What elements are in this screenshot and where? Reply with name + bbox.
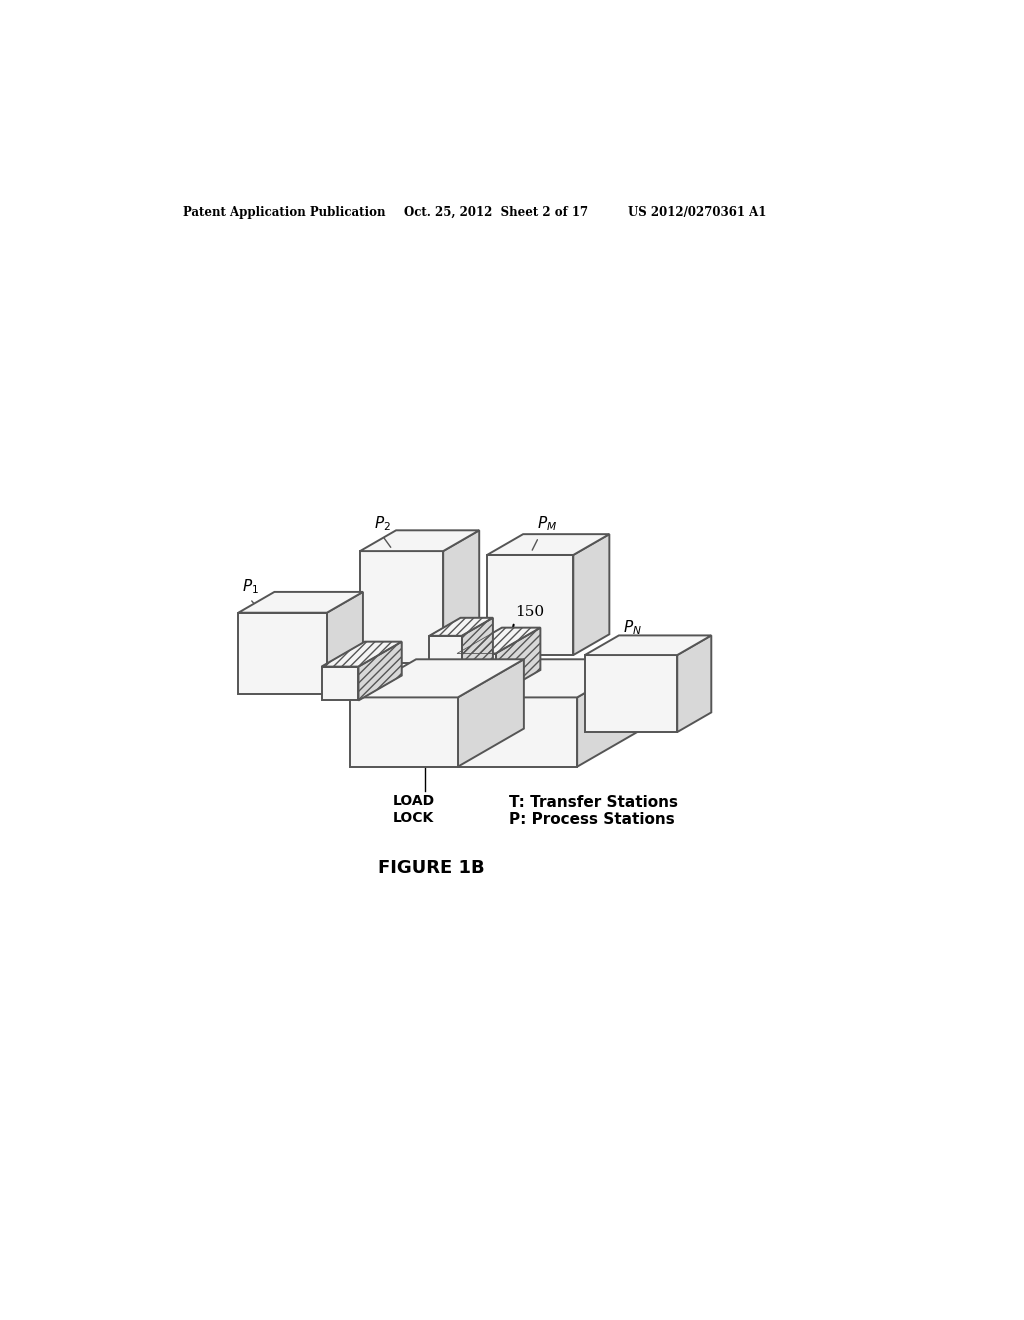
Polygon shape: [239, 591, 362, 612]
Polygon shape: [458, 659, 643, 697]
Polygon shape: [677, 635, 712, 733]
Polygon shape: [573, 535, 609, 655]
Polygon shape: [487, 535, 609, 554]
Polygon shape: [458, 659, 524, 767]
Text: $P_M$: $P_M$: [538, 515, 557, 533]
Polygon shape: [462, 618, 493, 689]
Polygon shape: [239, 612, 327, 693]
Polygon shape: [429, 636, 462, 689]
Polygon shape: [358, 642, 401, 701]
Text: 150: 150: [515, 605, 545, 619]
Text: $T_2$: $T_2$: [437, 653, 453, 669]
Polygon shape: [487, 554, 573, 655]
Text: $P_1$: $P_1$: [243, 577, 259, 595]
Polygon shape: [458, 697, 578, 767]
Polygon shape: [429, 618, 493, 636]
Text: $T_N$: $T_N$: [487, 731, 505, 747]
Text: $T_1$: $T_1$: [370, 726, 385, 742]
Text: US 2012/0270361 A1: US 2012/0270361 A1: [628, 206, 766, 219]
Text: FIGURE 1B: FIGURE 1B: [378, 859, 484, 876]
Text: $T_M$: $T_M$: [478, 664, 498, 681]
Polygon shape: [443, 531, 479, 663]
Text: $P_2$: $P_2$: [374, 515, 391, 533]
Polygon shape: [585, 655, 677, 733]
Polygon shape: [350, 659, 524, 697]
Polygon shape: [350, 697, 458, 767]
Polygon shape: [327, 591, 362, 693]
Text: P: Process Stations: P: Process Stations: [509, 812, 675, 828]
Text: $P_N$: $P_N$: [624, 618, 642, 636]
Polygon shape: [578, 659, 643, 767]
Text: Oct. 25, 2012  Sheet 2 of 17: Oct. 25, 2012 Sheet 2 of 17: [403, 206, 588, 219]
Polygon shape: [322, 642, 401, 667]
Text: LOAD
LOCK: LOAD LOCK: [392, 795, 434, 825]
Polygon shape: [585, 635, 712, 655]
Polygon shape: [322, 667, 358, 701]
Text: T: Transfer Stations: T: Transfer Stations: [509, 795, 679, 810]
Polygon shape: [360, 531, 479, 552]
Polygon shape: [360, 552, 443, 663]
Polygon shape: [457, 627, 541, 653]
Text: Patent Application Publication: Patent Application Publication: [183, 206, 385, 219]
Polygon shape: [457, 653, 496, 696]
Polygon shape: [496, 627, 541, 696]
